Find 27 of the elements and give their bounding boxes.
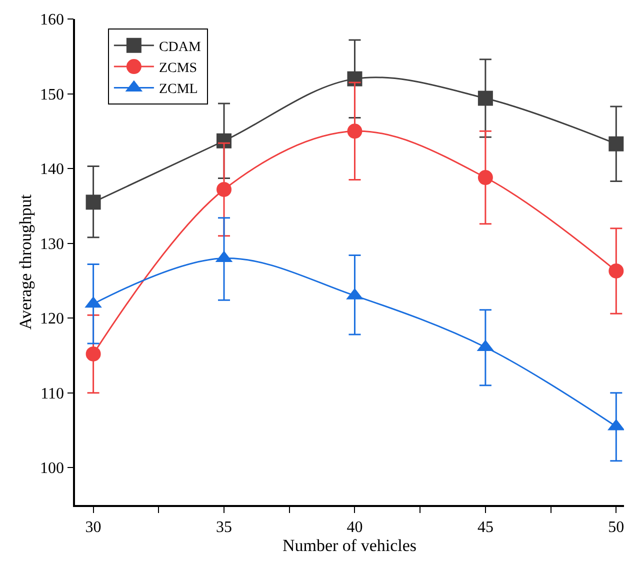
point	[347, 71, 362, 86]
point	[608, 263, 624, 278]
x-tick-label: 35	[216, 518, 232, 536]
y-tick-label: 100	[40, 460, 64, 478]
point	[347, 124, 362, 139]
y-tick-label: 140	[40, 161, 64, 178]
legend-label: ZCMS	[158, 60, 198, 76]
point	[478, 90, 493, 106]
x-tick-label: 40	[346, 518, 363, 536]
point	[86, 194, 101, 210]
point	[216, 182, 232, 197]
x-tick-label: 50	[608, 518, 624, 536]
x-tick-label: 30	[85, 518, 102, 536]
x-axis-title: Number of vehicles	[282, 536, 417, 555]
y-tick-label: 130	[40, 236, 64, 253]
point	[608, 418, 624, 430]
y-tick-label: 160	[40, 12, 64, 29]
point	[478, 170, 493, 186]
legend-label: ZCML	[158, 82, 198, 98]
y-tick-label: 110	[40, 385, 64, 402]
y-axis-title: Average throughput	[16, 194, 36, 330]
y-tick-label: 150	[40, 86, 64, 104]
point	[86, 346, 101, 362]
y-tick-label: 120	[40, 310, 64, 328]
x-tick-label: 45	[477, 518, 494, 536]
legend-label: CDAM	[158, 40, 202, 55]
point	[608, 136, 624, 152]
